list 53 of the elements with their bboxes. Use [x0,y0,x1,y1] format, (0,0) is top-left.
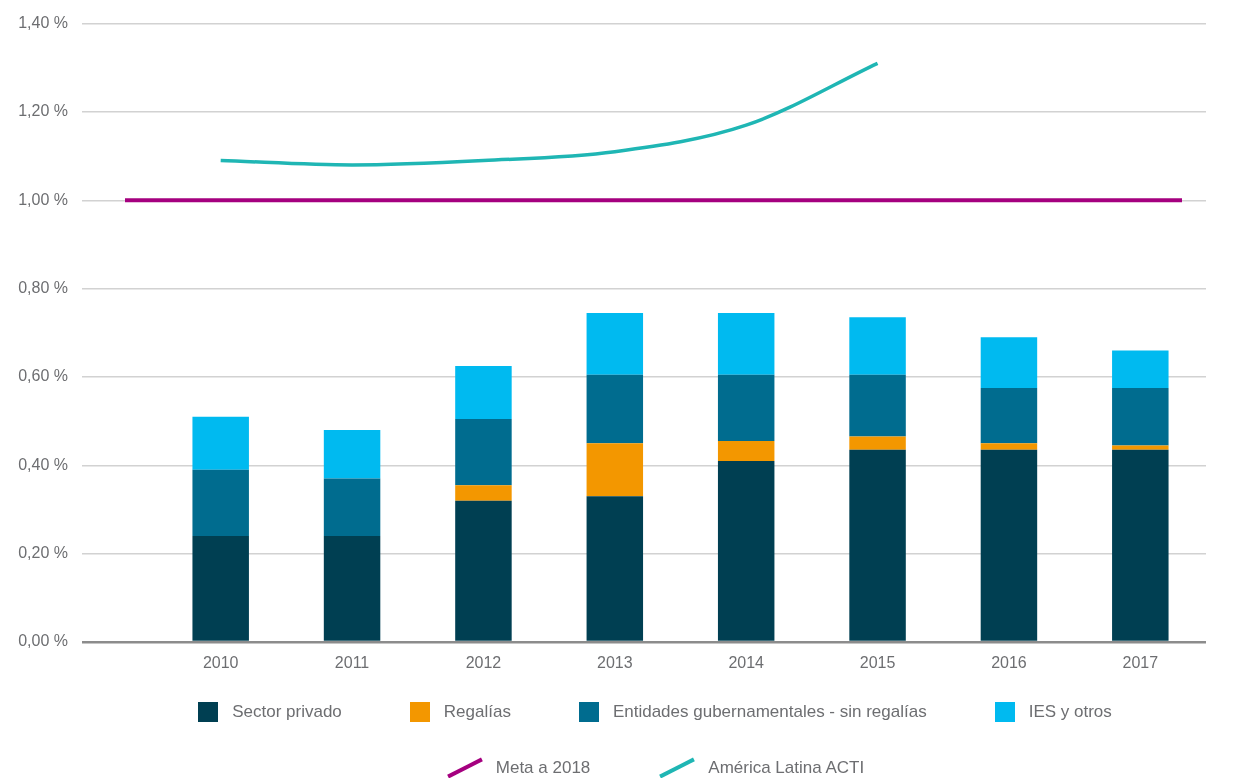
bar [980,449,1038,641]
bar [980,337,1038,389]
bar [586,496,644,641]
legend-label: Regalías [443,702,511,722]
bar [192,416,249,470]
x-tick-label: 2017 [1122,654,1159,672]
bar [455,485,512,501]
y-tick-label: 1,00 % [18,190,68,208]
legend-label: Sector privado [232,702,342,722]
y-tick-label: 0,80 % [18,279,68,297]
x-tick-label: 2010 [202,654,239,672]
bar [323,478,381,536]
bar [1112,350,1169,389]
x-tick-label: 2011 [334,654,370,672]
x-tick-label: 2015 [859,654,896,672]
bar [1112,449,1169,641]
y-tick-label: 0,20 % [18,544,68,562]
bar [323,535,381,641]
legend-label: América Latina ACTI [708,758,865,778]
bar [323,429,381,479]
x-tick-label: 2013 [597,654,633,672]
y-tick-label: 1,20 % [18,102,68,120]
bar [980,443,1038,450]
bar [849,317,906,375]
bar [455,365,512,419]
legend-label: IES y otros [1028,702,1112,722]
bar [717,441,775,461]
bar [849,436,906,450]
bar [586,374,644,444]
bar [980,388,1038,444]
bar [717,374,775,442]
x-tick-label: 2012 [465,654,502,672]
bar [455,500,512,641]
legend-label: Entidades gubernamentales - sin regalías [612,702,927,722]
y-tick-label: 0,60 % [18,367,68,385]
y-tick-label: 1,40 % [18,14,68,32]
bar [1112,388,1169,446]
x-tick-label: 2016 [991,654,1027,672]
bar [192,535,249,641]
bar [586,443,644,497]
bar [849,449,906,641]
bar [717,312,775,375]
bar [849,374,906,437]
bar [192,469,249,536]
bar [717,460,775,641]
y-tick-label: 0,40 % [18,455,68,473]
line-series [218,61,880,167]
y-tick-label: 0,00 % [18,632,68,650]
legend-label: Meta a 2018 [495,758,591,778]
bar [586,312,644,375]
bar [455,418,512,486]
x-tick-label: 2014 [728,654,765,672]
bar [1112,445,1169,450]
